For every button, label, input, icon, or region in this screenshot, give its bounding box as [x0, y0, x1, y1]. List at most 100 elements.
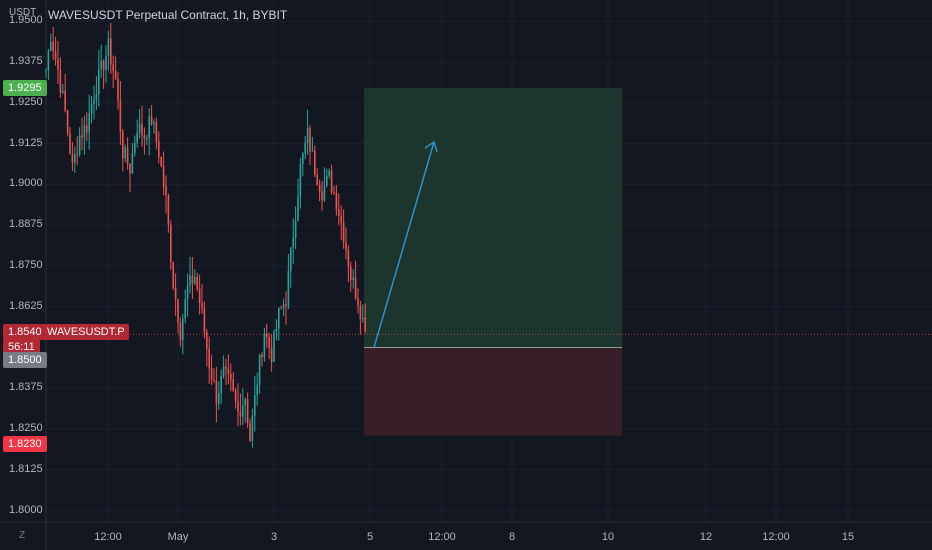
- long-position-tool: [364, 88, 622, 436]
- candle-body: [158, 141, 160, 157]
- candle-body: [294, 220, 297, 238]
- candle-body: [201, 302, 203, 309]
- candle-body: [280, 307, 282, 309]
- candle-body: [237, 401, 239, 412]
- candle-body: [225, 366, 227, 369]
- candle-body: [131, 152, 134, 174]
- last-price-tag: 1.8540: [3, 324, 47, 341]
- candle-body: [162, 166, 165, 187]
- candle-body: [215, 380, 218, 404]
- candle-body: [141, 123, 143, 136]
- price-tick-label: 1.8125: [9, 462, 43, 475]
- candle-body: [268, 337, 270, 348]
- candle-body: [230, 373, 232, 380]
- candle-body: [297, 196, 299, 221]
- candle-body: [160, 156, 162, 167]
- time-tick-label: 12:00: [762, 531, 790, 543]
- candle-body: [362, 317, 364, 320]
- candle-body: [138, 123, 141, 133]
- profit-zone: [364, 88, 622, 348]
- candle-body: [69, 132, 71, 154]
- candle-body: [186, 285, 189, 300]
- price-tick-label: 1.8625: [9, 299, 43, 312]
- candle-body: [208, 348, 210, 369]
- loss-zone: [364, 347, 622, 436]
- candle-body: [254, 395, 256, 416]
- candle-body: [114, 70, 117, 79]
- candle-body: [198, 288, 201, 303]
- price-tick-label: 1.8375: [9, 381, 43, 394]
- candle-body: [191, 275, 194, 284]
- target-price-tag: 1.9295: [3, 80, 47, 97]
- candle-body: [107, 38, 110, 57]
- candle-body: [119, 100, 122, 133]
- candle-body: [340, 215, 342, 223]
- chart-overlay: [46, 140, 932, 348]
- candle-body: [323, 185, 326, 201]
- price-tick-label: 1.8875: [9, 218, 43, 231]
- candle-body: [275, 328, 278, 332]
- candle-body: [347, 250, 350, 267]
- countdown-tag: 56:11: [3, 339, 40, 356]
- candle-body: [306, 128, 309, 144]
- candle-body: [220, 375, 222, 394]
- candle-body: [124, 147, 126, 159]
- candle-body: [292, 237, 294, 248]
- candle-body: [316, 174, 318, 185]
- time-tick-label: 15: [841, 531, 855, 543]
- price-tick-label: 1.9250: [9, 95, 43, 108]
- candle-body: [258, 354, 261, 385]
- candle-body: [52, 41, 54, 52]
- candle-body: [357, 298, 359, 306]
- candle-body: [222, 366, 225, 376]
- price-tick-label: 1.9125: [9, 136, 43, 149]
- candle-body: [263, 333, 266, 358]
- candle-body: [170, 224, 172, 263]
- stop-price-tag: 1.8230: [3, 435, 47, 452]
- candle-body: [177, 299, 179, 323]
- candle-body: [302, 153, 304, 164]
- candle-body: [328, 171, 330, 176]
- candle-body: [227, 368, 230, 374]
- zoom-toggle-button[interactable]: Z: [18, 530, 26, 541]
- candle-body: [234, 390, 237, 402]
- currency-label: USDT: [9, 7, 37, 18]
- candle-body: [218, 393, 220, 404]
- candle-body: [86, 125, 88, 133]
- candle-body: [122, 132, 124, 159]
- candle-body: [93, 99, 95, 105]
- symbol-tag: WAVESUSDT.P: [43, 324, 129, 341]
- price-tick-label: 1.8750: [9, 258, 43, 271]
- candle-body: [59, 70, 62, 93]
- time-tick-label: 3: [270, 531, 278, 543]
- candle-body: [172, 262, 174, 288]
- candle-body: [345, 241, 347, 251]
- candle-body: [189, 275, 191, 286]
- candle-body: [282, 304, 285, 308]
- candle-body: [311, 150, 314, 152]
- candle-body: [318, 184, 321, 192]
- candle-body: [146, 138, 148, 140]
- entry-price-tag: 1.8500: [3, 352, 47, 369]
- price-tick-label: 1.8000: [9, 503, 43, 516]
- candle-body: [261, 354, 263, 358]
- candle-body: [206, 332, 208, 349]
- candle-body: [194, 276, 196, 284]
- candle-body: [71, 153, 74, 163]
- candle-body: [136, 132, 138, 144]
- candle-body: [165, 186, 167, 196]
- candle-body: [244, 399, 246, 406]
- candle-body: [354, 277, 357, 299]
- candle-body: [78, 135, 81, 155]
- time-tick-label: 8: [508, 531, 516, 543]
- candle-body: [239, 411, 242, 417]
- candle-body: [285, 304, 287, 306]
- candle-body: [321, 191, 323, 201]
- candle-body: [196, 276, 198, 289]
- projection-arrow-head: [424, 140, 438, 153]
- projection-arrow-line: [373, 141, 435, 348]
- time-tick-label: 10: [601, 531, 615, 543]
- candle-body: [150, 116, 153, 125]
- candle-body: [76, 154, 78, 156]
